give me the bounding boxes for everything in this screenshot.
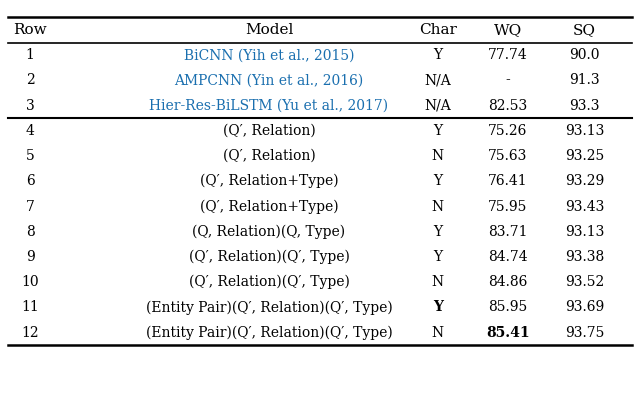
Text: N/A: N/A [424,73,451,87]
Text: 5: 5 [26,149,35,163]
Text: 4: 4 [26,124,35,138]
Text: 76.41: 76.41 [488,174,528,188]
Text: 84.86: 84.86 [488,275,527,289]
Text: Y: Y [433,250,442,264]
Text: Row: Row [13,23,47,37]
Text: 93.52: 93.52 [565,275,604,289]
Text: N: N [432,199,444,214]
Text: 7: 7 [26,199,35,214]
Text: 2: 2 [26,73,35,87]
Text: 93.38: 93.38 [565,250,604,264]
Text: N: N [432,275,444,289]
Text: 9: 9 [26,250,35,264]
Text: 12: 12 [21,326,39,340]
Text: 6: 6 [26,174,35,188]
Text: 3: 3 [26,99,35,113]
Text: 75.26: 75.26 [488,124,527,138]
Text: BiCNN (Yih et al., 2015): BiCNN (Yih et al., 2015) [184,48,355,62]
Text: 90.0: 90.0 [569,48,600,62]
Text: 75.95: 75.95 [488,199,527,214]
Text: N/A: N/A [424,99,451,113]
Text: N: N [432,149,444,163]
Text: (Q′, Relation)(Q′, Type): (Q′, Relation)(Q′, Type) [189,250,349,264]
Text: Y: Y [433,300,443,314]
Text: Hier-Res-BiLSTM (Yu et al., 2017): Hier-Res-BiLSTM (Yu et al., 2017) [150,99,388,113]
Text: (Q′, Relation): (Q′, Relation) [223,149,316,163]
Text: SQ: SQ [573,23,596,37]
Text: Model: Model [245,23,293,37]
Text: Y: Y [433,124,442,138]
Text: (Q′, Relation): (Q′, Relation) [223,124,316,138]
Text: 82.53: 82.53 [488,99,527,113]
Text: Char: Char [419,23,457,37]
Text: 75.63: 75.63 [488,149,527,163]
Text: 93.25: 93.25 [565,149,604,163]
Text: 77.74: 77.74 [488,48,528,62]
Text: (Q′, Relation)(Q′, Type): (Q′, Relation)(Q′, Type) [189,275,349,289]
Text: N: N [432,326,444,340]
Text: 85.95: 85.95 [488,300,527,314]
Text: Y: Y [433,174,442,188]
Text: 93.13: 93.13 [564,124,604,138]
Text: (Q′, Relation+Type): (Q′, Relation+Type) [200,174,339,189]
Text: 91.3: 91.3 [569,73,600,87]
Text: -: - [506,73,510,87]
Text: 93.13: 93.13 [564,225,604,239]
Text: (Entity Pair)(Q′, Relation)(Q′, Type): (Entity Pair)(Q′, Relation)(Q′, Type) [146,325,392,340]
Text: 83.71: 83.71 [488,225,528,239]
Text: 8: 8 [26,225,35,239]
Text: (Q′, Relation+Type): (Q′, Relation+Type) [200,199,339,214]
Text: 93.69: 93.69 [565,300,604,314]
Text: 93.75: 93.75 [564,326,604,340]
Text: 85.41: 85.41 [486,326,530,340]
Text: AMPCNN (Yin et al., 2016): AMPCNN (Yin et al., 2016) [174,73,364,87]
Text: 11: 11 [21,300,39,314]
Text: Y: Y [433,48,442,62]
Text: 93.29: 93.29 [565,174,604,188]
Text: 93.43: 93.43 [564,199,604,214]
Text: WQ: WQ [494,23,522,37]
Text: 93.3: 93.3 [569,99,600,113]
Text: 10: 10 [21,275,39,289]
Text: (Entity Pair)(Q′, Relation)(Q′, Type): (Entity Pair)(Q′, Relation)(Q′, Type) [146,300,392,315]
Text: Y: Y [433,225,442,239]
Text: (Q, Relation)(Q, Type): (Q, Relation)(Q, Type) [193,224,346,239]
Text: 1: 1 [26,48,35,62]
Text: 84.74: 84.74 [488,250,528,264]
